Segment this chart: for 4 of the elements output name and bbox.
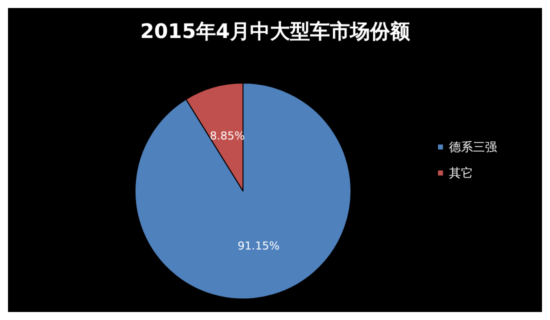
- legend-label: 其它: [449, 166, 473, 180]
- chart-title: 2015年4月中大型车市场份额: [140, 19, 411, 43]
- legend-label: 德系三强: [449, 140, 497, 154]
- data-label: 91.15%: [238, 239, 280, 252]
